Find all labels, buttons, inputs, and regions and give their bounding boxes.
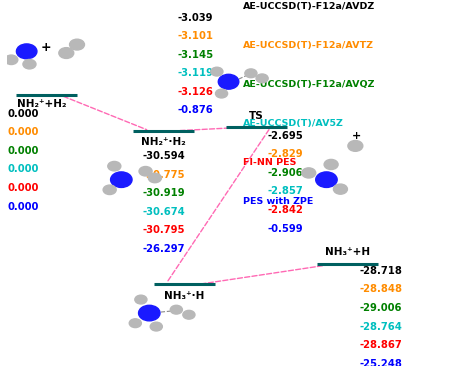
Text: -2.829: -2.829	[267, 149, 303, 159]
Circle shape	[108, 161, 121, 171]
Text: PES with ZPE: PES with ZPE	[243, 197, 313, 206]
Circle shape	[348, 141, 363, 151]
Text: -25.248: -25.248	[359, 359, 402, 366]
Text: -29.006: -29.006	[359, 303, 401, 313]
Circle shape	[17, 44, 37, 59]
Text: -3.126: -3.126	[177, 87, 213, 97]
Text: -30.674: -30.674	[142, 207, 185, 217]
Circle shape	[316, 172, 337, 187]
Circle shape	[256, 74, 268, 83]
Text: -3.145: -3.145	[177, 50, 213, 60]
Text: AE-UCCSD(T)-F12a/AVDZ: AE-UCCSD(T)-F12a/AVDZ	[243, 3, 374, 11]
Circle shape	[183, 310, 195, 319]
Circle shape	[324, 160, 338, 169]
Text: -26.297: -26.297	[142, 244, 185, 254]
Text: -28.867: -28.867	[359, 340, 402, 350]
Circle shape	[219, 74, 239, 89]
Text: 0.000: 0.000	[8, 146, 39, 156]
Text: -28.848: -28.848	[359, 284, 402, 294]
Circle shape	[170, 305, 182, 314]
Text: TS: TS	[249, 111, 264, 120]
Text: 0.000: 0.000	[8, 202, 39, 212]
Circle shape	[129, 319, 141, 328]
Text: AE-UCCSD(T)-F12a/AVTZ: AE-UCCSD(T)-F12a/AVTZ	[243, 41, 374, 50]
Text: 0.000: 0.000	[8, 183, 39, 193]
Text: NH₃⁺·H: NH₃⁺·H	[164, 291, 204, 301]
Circle shape	[148, 173, 162, 183]
Text: +: +	[41, 41, 52, 55]
Text: +: +	[352, 131, 361, 141]
Text: -30.775: -30.775	[142, 169, 185, 180]
Circle shape	[135, 295, 147, 304]
Circle shape	[211, 67, 223, 76]
Circle shape	[59, 48, 74, 59]
Text: -3.101: -3.101	[177, 31, 213, 41]
Circle shape	[150, 322, 162, 331]
Text: -28.764: -28.764	[359, 321, 402, 332]
Text: FI-NN PES: FI-NN PES	[243, 158, 296, 167]
Text: -2.842: -2.842	[267, 205, 303, 215]
Text: -2.695: -2.695	[267, 131, 303, 141]
Text: -3.039: -3.039	[177, 12, 213, 23]
Text: -30.795: -30.795	[142, 225, 185, 235]
Circle shape	[302, 168, 316, 178]
Circle shape	[139, 167, 152, 176]
Text: NH₃⁺+H: NH₃⁺+H	[325, 247, 370, 257]
Text: -2.906: -2.906	[267, 168, 303, 178]
Text: 0.000: 0.000	[8, 164, 39, 175]
Text: NH₂⁺·H₂: NH₂⁺·H₂	[141, 138, 186, 147]
Text: -0.876: -0.876	[177, 105, 213, 115]
Circle shape	[5, 55, 18, 64]
Circle shape	[138, 305, 160, 321]
Circle shape	[103, 185, 116, 195]
Circle shape	[333, 184, 347, 194]
Circle shape	[245, 69, 257, 78]
Text: 0.000: 0.000	[8, 127, 39, 137]
Text: 0.000: 0.000	[8, 109, 39, 119]
Text: -2.857: -2.857	[267, 186, 303, 197]
Circle shape	[23, 59, 36, 69]
Text: -28.718: -28.718	[359, 266, 402, 276]
Text: -3.119: -3.119	[177, 68, 213, 78]
Circle shape	[216, 89, 228, 98]
Text: -0.599: -0.599	[267, 224, 303, 234]
Circle shape	[70, 39, 84, 50]
Text: AE-UCCSD(T)/AV5Z: AE-UCCSD(T)/AV5Z	[243, 119, 343, 128]
Text: NH₂⁺+H₂: NH₂⁺+H₂	[18, 98, 67, 109]
Text: -30.594: -30.594	[142, 151, 185, 161]
Circle shape	[110, 172, 132, 187]
Text: -30.919: -30.919	[142, 188, 185, 198]
Text: AE-UCCSD(T)-F12a/AVQZ: AE-UCCSD(T)-F12a/AVQZ	[243, 80, 375, 89]
